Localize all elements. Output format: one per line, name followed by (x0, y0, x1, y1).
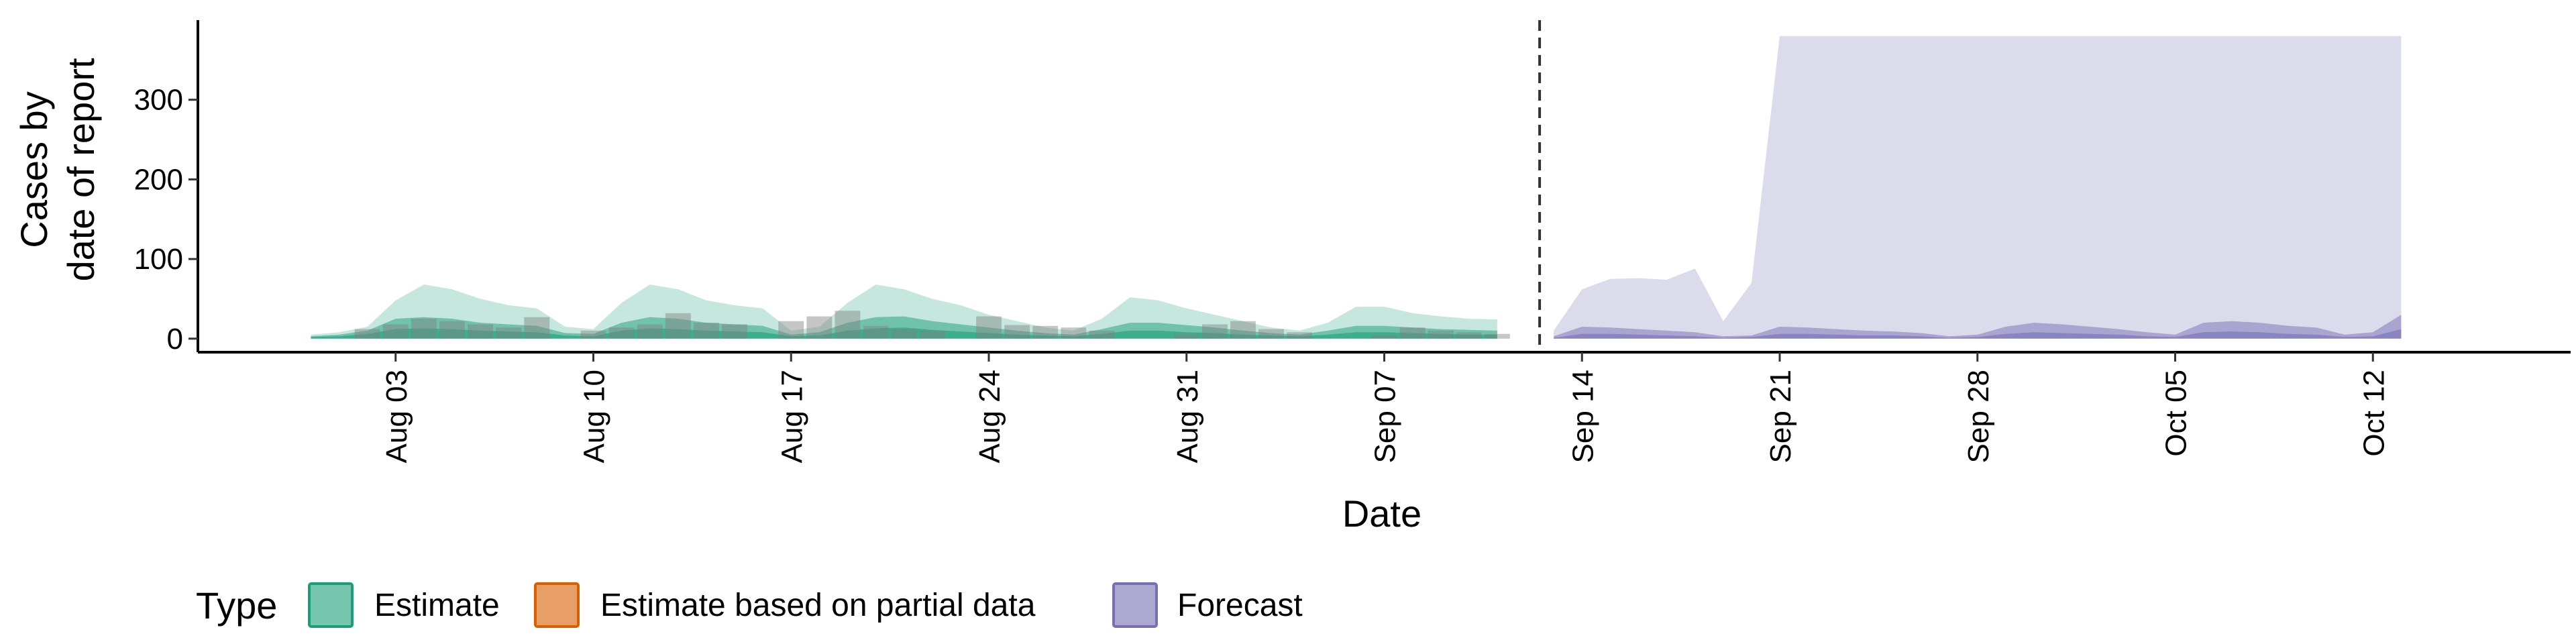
x-tick-label: Aug 17 (775, 370, 808, 463)
forecast-band-50 (1554, 315, 2402, 339)
reported-bar (1485, 333, 1510, 339)
reported-bar (976, 316, 1002, 339)
forecast-median (1554, 329, 2402, 339)
x-tick-label: Aug 10 (578, 370, 611, 463)
reported-bar (439, 321, 465, 339)
legend-key-partial (534, 582, 580, 628)
reported-bar (919, 330, 945, 339)
x-ticks: Aug 03 Aug 10 Aug 17 Aug 24 Aug 31 Sep 07 Sep … (380, 352, 2390, 463)
y-tick-label: 100 (134, 243, 183, 276)
plot-areas (311, 36, 2402, 339)
x-tick-label: Aug 31 (1171, 370, 1204, 463)
legend-key-estimate (308, 582, 354, 628)
reported-bar (411, 319, 437, 339)
reported-bar (778, 321, 804, 339)
y-tick-label: 300 (134, 84, 183, 117)
legend: Type Estimate Estimate based on partial … (196, 582, 1303, 628)
reported-bar (637, 324, 663, 339)
reported-bar (1004, 325, 1030, 339)
legend-title: Type (196, 584, 277, 627)
reported-bar (835, 311, 861, 339)
reported-bar (806, 316, 833, 339)
reported-bar (891, 329, 917, 339)
reported-bar (496, 327, 522, 339)
reported-bar (1287, 332, 1313, 339)
reported-bar (863, 325, 889, 339)
y-tick-label: 0 (167, 323, 183, 356)
reported-bar (580, 330, 606, 339)
reported-bar (468, 324, 493, 339)
reported-bar (1061, 327, 1087, 339)
reported-bar (694, 323, 719, 339)
legend-key-forecast (1112, 582, 1158, 628)
reported-bar (1032, 325, 1059, 339)
x-tick-label: Sep 28 (1962, 370, 1995, 463)
x-axis-title: Date (1342, 492, 1421, 535)
reported-bar (608, 327, 635, 339)
reported-bar (382, 324, 409, 339)
estimate-band-90 (311, 284, 1497, 339)
reported-bar (1230, 321, 1256, 339)
reported-bar (1456, 332, 1482, 339)
x-tick-label: Sep 14 (1566, 370, 1599, 463)
reported-bar (524, 317, 550, 339)
reported-bar (1371, 335, 1397, 339)
x-tick-label: Oct 12 (2357, 370, 2390, 457)
x-tick-label: Aug 24 (973, 370, 1006, 463)
y-axis-title-line1: Cases by (13, 91, 55, 248)
forecast-band-90 (1554, 36, 2402, 339)
reported-bars (354, 311, 1510, 339)
reported-bar (1201, 324, 1228, 339)
reported-bar (1173, 333, 1199, 339)
reported-bar (665, 313, 691, 339)
legend-label-partial: Estimate based on partial data (600, 588, 1036, 623)
reported-bar (1399, 327, 1426, 339)
x-tick-label: Aug 03 (380, 370, 413, 463)
y-ticks: 0 100 200 300 (134, 84, 198, 356)
estimate-median (311, 327, 1497, 339)
legend-label-estimate: Estimate (374, 588, 500, 623)
reported-bar (1258, 329, 1284, 339)
x-tick-label: Oct 05 (2160, 370, 2193, 457)
y-tick-label: 200 (134, 163, 183, 196)
reported-bar (354, 329, 380, 339)
legend-label-forecast: Forecast (1177, 588, 1303, 623)
x-tick-label: Sep 21 (1764, 370, 1797, 463)
reported-bar (722, 324, 747, 339)
x-tick-label: Sep 07 (1369, 370, 1402, 463)
reported-bar (1089, 330, 1115, 339)
reported-bar (1428, 330, 1454, 339)
y-axis-title-line2: date of report (60, 58, 102, 282)
